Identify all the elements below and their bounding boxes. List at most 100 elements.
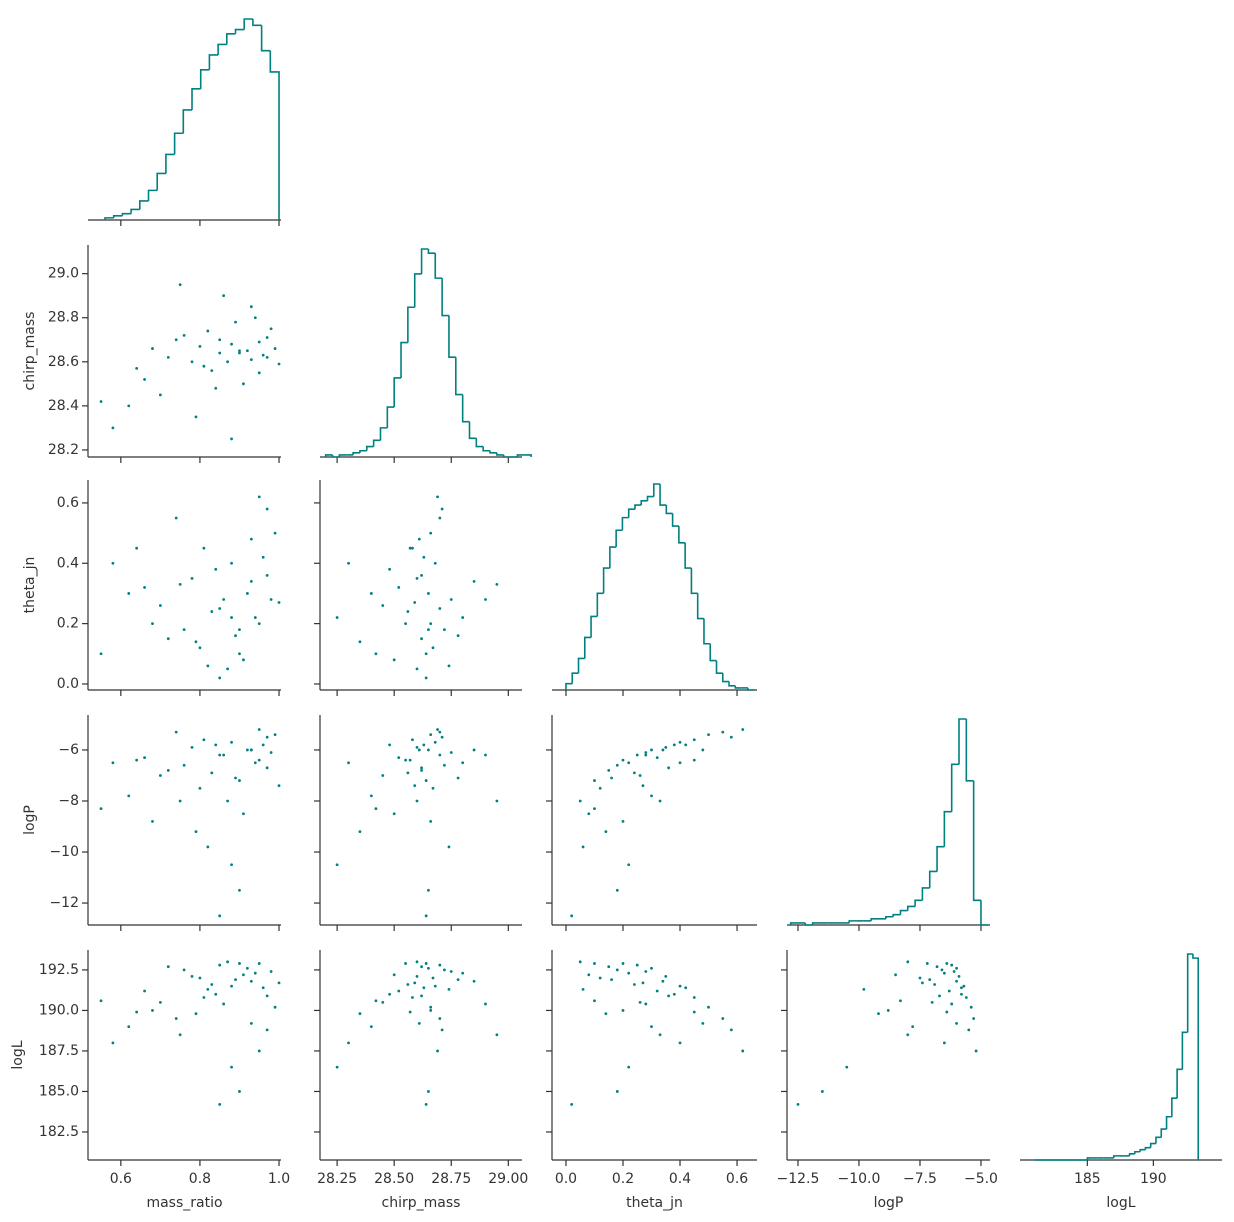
scatter-point <box>593 962 596 965</box>
scatter-point <box>245 349 249 353</box>
scatter-point <box>249 979 253 983</box>
scatter-point <box>158 393 162 397</box>
histogram-bin <box>455 357 463 396</box>
scatter-point <box>420 637 423 641</box>
scatter-point <box>265 355 269 359</box>
scatter-point <box>158 604 162 607</box>
scatter-point <box>369 1025 373 1029</box>
scatter-point <box>692 738 696 742</box>
scatter-point <box>222 1002 226 1006</box>
scatter-point <box>230 437 233 441</box>
scatter-point <box>269 327 273 331</box>
scatter-point <box>135 546 139 550</box>
histogram-bin <box>199 68 210 89</box>
scatter-point <box>440 735 444 739</box>
scatter-point <box>335 1065 339 1069</box>
scatter-point <box>374 999 378 1003</box>
scatter-point <box>658 799 662 803</box>
scatter-point <box>449 598 453 601</box>
histogram-bin <box>1149 1142 1156 1148</box>
scatter-point <box>230 1065 233 1069</box>
scatter-point <box>273 1005 277 1009</box>
scatter-point <box>210 771 214 775</box>
scatter-point <box>347 761 350 765</box>
scatter-point <box>374 652 378 656</box>
scatter-point <box>650 748 653 752</box>
scatter-point <box>484 753 487 757</box>
scatter-point <box>641 981 645 985</box>
scatter-point <box>615 763 619 767</box>
scatter-point <box>166 768 170 772</box>
scatter-point <box>729 1028 733 1032</box>
scatter-point <box>969 1005 973 1009</box>
scatter-point <box>257 1049 261 1053</box>
scatter-point <box>967 1028 971 1032</box>
scatter-point <box>238 628 241 632</box>
scatter-point <box>392 973 396 977</box>
scatter-point <box>456 978 460 982</box>
scatter-point <box>411 996 414 999</box>
scatter-point <box>578 799 582 803</box>
scatter-point <box>238 351 241 355</box>
scatter-point <box>202 738 206 742</box>
scatter-point <box>692 1010 696 1014</box>
scatter-point <box>933 983 937 986</box>
scatter-point <box>424 676 428 680</box>
scatter-point <box>438 730 442 734</box>
histogram-bin <box>965 719 974 782</box>
scatter-point <box>218 1103 222 1106</box>
histogram-bin <box>709 643 717 662</box>
scatter-point <box>158 1000 162 1004</box>
histogram-bin <box>914 899 923 907</box>
scatter-point <box>429 1009 433 1012</box>
scatter-point <box>230 342 233 346</box>
scatter-point <box>638 1000 642 1004</box>
scatter-point <box>950 963 954 967</box>
histogram-bin <box>331 454 340 458</box>
histogram-bin <box>811 922 820 925</box>
scatter-point <box>461 616 465 619</box>
scatter-point <box>257 340 261 344</box>
histogram-bin <box>696 593 704 620</box>
scatter-point <box>610 776 613 780</box>
scatter-point <box>135 367 139 370</box>
histogram-bin <box>577 657 585 674</box>
scatter-point <box>194 640 198 644</box>
scatter-point <box>210 983 214 986</box>
scatter-point <box>411 546 414 550</box>
scatter-point <box>604 1012 608 1016</box>
histogram-bin <box>590 615 598 638</box>
scatter-point <box>238 652 241 656</box>
scatter-point <box>413 981 417 985</box>
scatter-point <box>598 786 602 790</box>
scatter-point <box>198 646 202 650</box>
scatter-point <box>245 966 249 970</box>
y-axis-label: chirp_mass <box>22 312 38 391</box>
scatter-point <box>955 1022 958 1025</box>
scatter-point <box>438 1017 442 1020</box>
scatter-point <box>607 965 611 969</box>
scatter-point <box>930 1000 934 1004</box>
scatter-point <box>415 667 419 671</box>
histogram-bin <box>627 508 635 518</box>
scatter-point <box>151 622 154 626</box>
scatter-point <box>655 756 659 760</box>
scatter-point <box>151 820 154 823</box>
scatter-point <box>945 962 949 965</box>
scatter-point <box>335 863 339 867</box>
scatter-point <box>420 573 423 577</box>
scatter-point <box>672 743 676 747</box>
scatter-point <box>911 1025 915 1029</box>
scatter-point <box>438 516 442 520</box>
histogram-bin <box>621 516 629 531</box>
histogram-bin <box>427 249 436 254</box>
scatter-point <box>369 592 373 595</box>
scatter-point <box>436 1049 439 1053</box>
y-tick-label: 0.6 <box>57 495 79 511</box>
scatter-point <box>347 1041 350 1045</box>
histogram-bin <box>1144 1146 1151 1150</box>
scatter-point <box>265 573 269 577</box>
scatter-point <box>906 1033 910 1037</box>
scatter-point <box>921 981 924 985</box>
histogram-bin <box>678 526 686 544</box>
